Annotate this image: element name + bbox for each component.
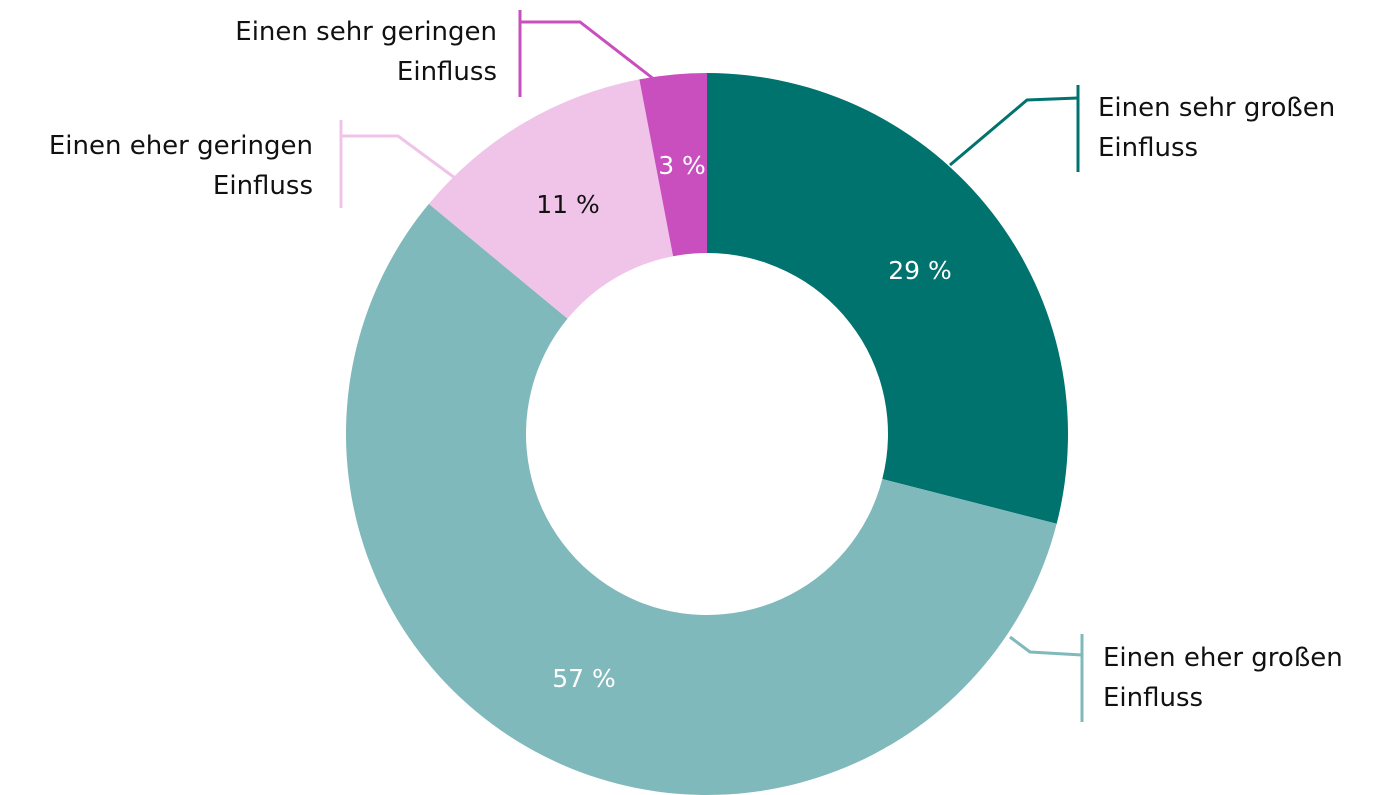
- category-label: Einen sehr großen Einfluss: [1098, 93, 1336, 163]
- category-label: Einen sehr geringen Einfluss: [235, 17, 497, 87]
- leader-line: [949, 96, 1079, 167]
- donut-segment: [346, 203, 1057, 795]
- data-label: 29 %: [888, 256, 952, 285]
- data-label: 3 %: [658, 151, 706, 180]
- leader-line: [520, 20, 656, 82]
- category-label: Einen eher großen Einfluss: [1103, 643, 1343, 713]
- leader-line: [341, 134, 456, 180]
- donut-segment: [428, 79, 674, 319]
- data-label: 11 %: [536, 190, 600, 219]
- donut-segment: [707, 73, 1068, 524]
- donut-segment: [639, 73, 707, 257]
- data-label: 57 %: [552, 664, 616, 693]
- leader-line: [1009, 635, 1083, 657]
- category-label: Einen eher geringen Einfluss: [48, 131, 313, 201]
